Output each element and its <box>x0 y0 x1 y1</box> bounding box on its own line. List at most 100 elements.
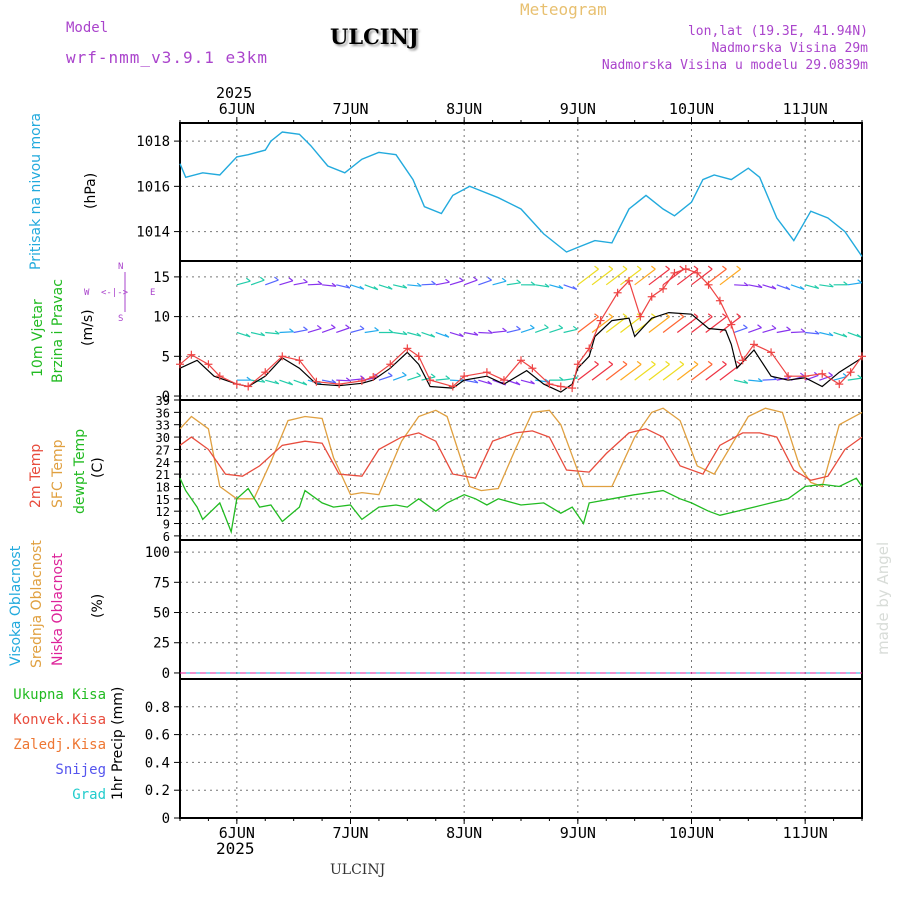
y-tick-label: 0 <box>162 389 170 405</box>
top-year: 2025 <box>216 84 253 102</box>
wind-arrow-head <box>260 378 266 383</box>
wind-arrow-head <box>679 360 685 365</box>
wind-arrow-head <box>757 324 762 329</box>
wind-arrow-head <box>693 360 699 365</box>
wind-arrow <box>350 328 365 334</box>
bottom-year: 2025 <box>216 839 255 858</box>
wind-arrow <box>748 379 763 383</box>
wind-arrow-head <box>608 265 614 270</box>
wind-arrow <box>236 280 251 286</box>
wind-arrow-head <box>622 313 628 318</box>
wind-arrow <box>322 284 337 287</box>
wind-arrow-head <box>722 313 727 318</box>
wind-arrow-head <box>331 379 337 384</box>
wind-arrow-head <box>501 277 507 282</box>
wind-arrow-head <box>736 265 741 270</box>
wind-arrow-head <box>303 326 308 331</box>
wind-arrow <box>776 329 791 334</box>
wind-arrow-head <box>445 278 450 283</box>
wind-arrow <box>705 363 727 381</box>
legend-total: Ukupna Kisa <box>13 687 106 703</box>
bottom-day-label: 9JUN <box>560 824 596 842</box>
wind-arrow <box>350 284 364 290</box>
wind-arrow <box>407 375 421 381</box>
wind-arrow-head <box>828 283 834 288</box>
wind-arrow-head <box>245 333 251 338</box>
wind-arrow <box>449 331 464 338</box>
wind-arrow-head <box>288 381 294 386</box>
y-tick-label: 75 <box>153 575 170 591</box>
wind-arrow <box>378 375 393 381</box>
model-name: wrf-nmm_v3.9.1 e3km <box>66 48 269 67</box>
station-title: ULCINJ <box>330 24 419 49</box>
wind-arrow-head <box>317 280 323 285</box>
wind-arrow-head <box>743 282 749 287</box>
wind-arrow <box>236 331 251 338</box>
wind-arrow-head <box>345 377 351 382</box>
wind-arrow <box>336 284 351 289</box>
wind-arrow-head <box>345 324 350 329</box>
wind-arrow-head <box>373 286 379 291</box>
pressure-line <box>179 131 863 257</box>
wind-arrow <box>492 280 507 286</box>
panel-frame <box>179 539 863 680</box>
wind-arrow <box>435 331 450 338</box>
y-tick-label: 50 <box>153 606 170 622</box>
y-tick-label: 10 <box>153 310 170 326</box>
wind-arrow-head <box>544 378 550 383</box>
y-tick-label: 1016 <box>136 179 170 195</box>
wind-arrow <box>535 284 550 288</box>
lonlat: lon,lat (19.3E, 41.94N) <box>687 24 868 39</box>
wind-arrow-head <box>302 381 308 386</box>
wind-arrow-head <box>665 265 670 270</box>
panel-frame <box>179 122 863 262</box>
wind-arrow-head <box>543 324 549 329</box>
wind-arrow-head <box>622 265 628 270</box>
wind-arrow <box>364 329 379 334</box>
wind-arrow-head <box>828 372 833 377</box>
wind-arrow <box>734 284 749 287</box>
top-day-label: 11JUN <box>783 100 828 118</box>
wind-arrow <box>748 284 763 289</box>
wind-arrow <box>378 284 393 290</box>
wind-arrow-head <box>594 313 599 318</box>
wind-arrow-head <box>636 360 642 365</box>
wind-arrow <box>464 379 479 384</box>
wind-arrow-head <box>487 276 492 281</box>
wind-arrow-head <box>572 285 578 290</box>
y-tick-label: 0.2 <box>145 783 170 799</box>
meteogram-title: Meteogram <box>520 0 607 19</box>
wind-arrow-head <box>665 360 670 365</box>
wind-arrow <box>591 268 614 286</box>
wind-arrow <box>705 268 727 286</box>
wind-arrow-head <box>559 376 564 381</box>
wind-arrow <box>279 280 294 286</box>
wind-arrow <box>364 284 379 291</box>
elevation: Nadmorska Visina 29m <box>711 41 868 56</box>
wind-arrow-head <box>786 326 791 331</box>
panel-frame <box>179 678 863 819</box>
wind-arrow-head <box>487 380 493 385</box>
wind-arrow <box>435 378 450 381</box>
wind-arrow-head <box>799 372 805 377</box>
wind-arrow-head <box>416 332 422 337</box>
wind-arrow-head <box>303 278 308 283</box>
wind-arrow <box>819 284 834 288</box>
wind-arrow-head <box>516 279 522 284</box>
wind-arrow-head <box>771 285 777 290</box>
wind-arrow <box>478 379 492 385</box>
y-tick-label: 0.6 <box>145 728 170 744</box>
wind-arrow-head <box>608 313 614 318</box>
wind-arrow <box>293 281 308 286</box>
y-tick-label: 100 <box>145 545 170 561</box>
wind-arrow-head <box>473 331 479 336</box>
wind-speed-line <box>179 311 863 393</box>
wind-arrow-head <box>458 333 464 338</box>
y-tick-label: 15 <box>153 270 170 286</box>
wind-arrow <box>307 327 322 334</box>
wind-arrow-head <box>814 330 820 335</box>
wind-arrow-head <box>707 313 713 318</box>
y-tick-label: 15 <box>156 493 170 507</box>
wind-arrow-head <box>515 381 521 386</box>
